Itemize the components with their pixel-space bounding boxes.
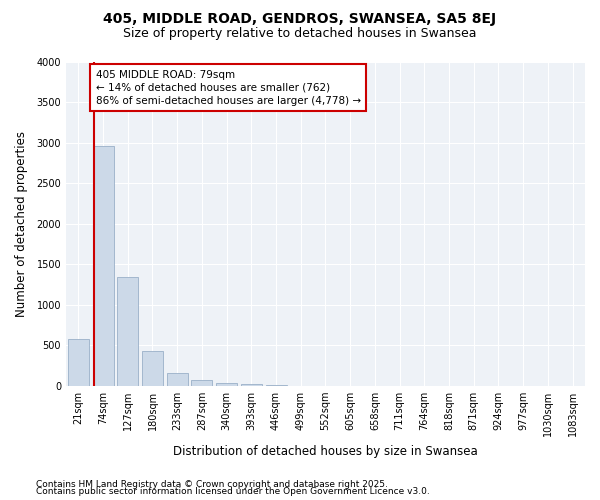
Bar [191, 380, 212, 386]
Y-axis label: Number of detached properties: Number of detached properties [15, 131, 28, 317]
Text: Size of property relative to detached houses in Swansea: Size of property relative to detached ho… [123, 28, 477, 40]
Bar [142, 351, 163, 386]
Bar [216, 383, 237, 386]
Bar [241, 384, 262, 386]
Text: Contains HM Land Registry data © Crown copyright and database right 2025.: Contains HM Land Registry data © Crown c… [36, 480, 388, 489]
Bar [167, 374, 188, 386]
Text: Contains public sector information licensed under the Open Government Licence v3: Contains public sector information licen… [36, 487, 430, 496]
Bar [117, 278, 138, 386]
Text: 405, MIDDLE ROAD, GENDROS, SWANSEA, SA5 8EJ: 405, MIDDLE ROAD, GENDROS, SWANSEA, SA5 … [103, 12, 497, 26]
Bar [266, 385, 287, 386]
X-axis label: Distribution of detached houses by size in Swansea: Distribution of detached houses by size … [173, 444, 478, 458]
Bar [68, 339, 89, 386]
Text: 405 MIDDLE ROAD: 79sqm
← 14% of detached houses are smaller (762)
86% of semi-de: 405 MIDDLE ROAD: 79sqm ← 14% of detached… [95, 70, 361, 106]
Bar [92, 146, 113, 386]
